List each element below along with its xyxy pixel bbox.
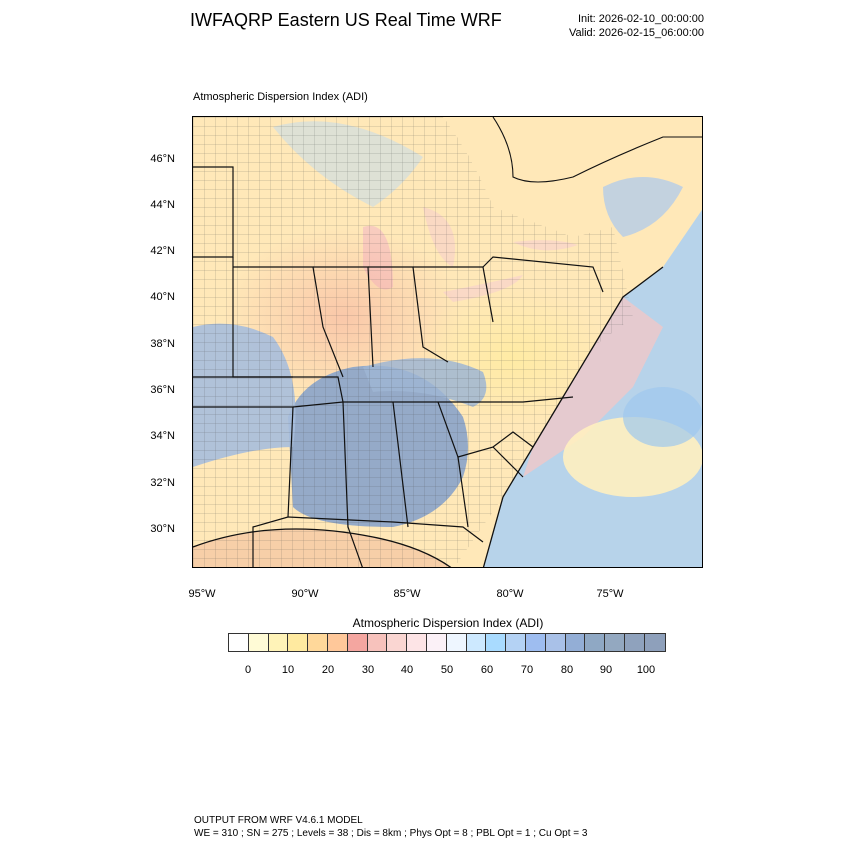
lon-tick-90: 90°W xyxy=(291,588,319,600)
colorbar-cell xyxy=(268,634,289,651)
model-info-line1: OUTPUT FROM WRF V4.6.1 MODEL xyxy=(194,815,363,826)
colorbar-cell xyxy=(426,634,447,651)
colorbar-cell xyxy=(605,634,625,651)
colorbar-cell xyxy=(446,634,467,651)
lat-tick-32: 32°N xyxy=(150,477,175,489)
lon-tick-85: 85°W xyxy=(393,588,421,600)
colorbar-cell xyxy=(229,634,249,651)
colorbar-cell xyxy=(525,634,546,651)
colorbar-tick-60: 60 xyxy=(480,664,494,676)
lat-tick-30: 30°N xyxy=(150,523,175,535)
lat-tick-40: 40°N xyxy=(150,291,175,303)
map-title: IWFAQRP Eastern US Real Time WRF xyxy=(190,10,502,30)
colorbar-cell xyxy=(585,634,606,651)
colorbar-tick-50: 50 xyxy=(440,664,454,676)
colorbar-tick-20: 20 xyxy=(321,664,335,676)
coastal-band xyxy=(523,297,663,477)
colorbar-cell xyxy=(486,634,507,651)
colorbar-cell xyxy=(545,634,566,651)
gulf-coastline xyxy=(193,528,452,567)
lat-tick-38: 38°N xyxy=(150,338,175,350)
colorbar-tick-10: 10 xyxy=(281,664,295,676)
colorbar-cell xyxy=(387,634,408,651)
map-graphic xyxy=(193,117,702,567)
state-boundaries xyxy=(193,166,604,567)
colorbar-cell xyxy=(288,634,309,651)
field-label: Atmospheric Dispersion Index (ADI) xyxy=(193,91,368,103)
coastline xyxy=(482,266,664,567)
map-panel xyxy=(192,116,703,568)
county-lines xyxy=(193,117,633,567)
colorbar-cell xyxy=(347,634,368,651)
colorbar-tick-30: 30 xyxy=(361,664,375,676)
canada-border xyxy=(492,117,702,183)
colorbar-tick-70: 70 xyxy=(520,664,534,676)
colorbar-tick-100: 100 xyxy=(636,664,656,676)
colorbar-tick-40: 40 xyxy=(400,664,414,676)
colorbar-tick-80: 80 xyxy=(560,664,574,676)
lat-tick-44: 44°N xyxy=(150,199,175,211)
colorbar-cell xyxy=(308,634,328,651)
init-time: Init: 2026-02-10_00:00:00 xyxy=(578,13,704,25)
lat-tick-36: 36°N xyxy=(150,384,175,396)
colorbar-cell xyxy=(367,634,388,651)
colorbar-cell xyxy=(506,634,526,651)
colorbar-cell xyxy=(565,634,586,651)
colorbar-tick-0: 0 xyxy=(244,664,252,676)
colorbar-cell xyxy=(466,634,487,651)
ocean-blue-patch xyxy=(623,387,702,447)
lat-tick-34: 34°N xyxy=(150,430,175,442)
colorbar-cell xyxy=(407,634,427,651)
colorbar-cell xyxy=(327,634,348,651)
colorbar-cell xyxy=(644,634,665,651)
lon-tick-80: 80°W xyxy=(496,588,524,600)
new-england-high-adi xyxy=(603,177,683,237)
lat-tick-42: 42°N xyxy=(150,245,175,257)
lon-tick-95: 95°W xyxy=(188,588,216,600)
valid-time: Valid: 2026-02-15_06:00:00 xyxy=(569,27,704,39)
lat-tick-46: 46°N xyxy=(150,153,175,165)
colorbar-cell xyxy=(248,634,269,651)
colorbar-label: Atmospheric Dispersion Index (ADI) xyxy=(352,616,544,630)
colorbar-cell xyxy=(624,634,645,651)
model-info-line2: WE = 310 ; SN = 275 ; Levels = 38 ; Dis … xyxy=(194,828,588,839)
colorbar xyxy=(228,633,666,652)
colorbar-tick-90: 90 xyxy=(599,664,613,676)
lon-tick-75: 75°W xyxy=(596,588,624,600)
